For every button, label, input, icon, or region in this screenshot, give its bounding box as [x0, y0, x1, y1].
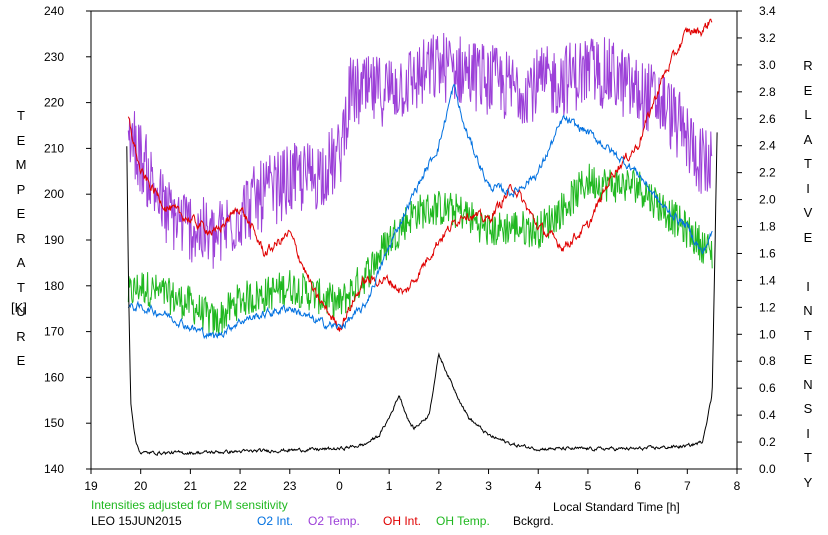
axis-title-letter: R — [803, 58, 813, 73]
axis-title-letter: T — [804, 450, 812, 465]
site-date-label: LEO 15JUN2015 — [91, 514, 182, 528]
axis-title-letter: E — [16, 353, 26, 368]
y-axis-left-unit: [K] — [11, 300, 27, 315]
y-right-tick-label: 2.6 — [759, 112, 776, 126]
x-tick-label: 6 — [634, 479, 641, 493]
y-right-tick-label: 3.0 — [759, 58, 776, 72]
y-left-tick-label: 240 — [44, 4, 64, 18]
legend-entry: OH Temp. — [436, 514, 490, 528]
axis-title-letter: I — [806, 278, 810, 294]
axis-title-letter: R — [16, 328, 26, 344]
axis-title-letter: A — [16, 255, 26, 270]
y-right-tick-label: 2.4 — [759, 139, 776, 153]
legend-entry: O2 Int. — [257, 514, 294, 528]
y-left-tick-label: 230 — [44, 50, 64, 64]
y-right-tick-label: 0.0 — [759, 462, 776, 476]
y-left-tick-label: 190 — [44, 233, 64, 247]
axis-title-letter: E — [16, 132, 26, 148]
y-left-tick-label: 220 — [44, 96, 64, 110]
y-right-tick-label: 1.6 — [759, 246, 776, 260]
x-tick-label: 4 — [535, 479, 542, 493]
x-tick-label: 3 — [485, 479, 492, 493]
y-left-tick-label: 210 — [44, 141, 64, 155]
axis-title-letter: N — [803, 376, 813, 392]
axis-title-letter: E — [16, 206, 26, 221]
x-tick-label: 8 — [734, 479, 741, 493]
axis-title-letter: S — [803, 401, 813, 416]
legend-entry: O2 Temp. — [308, 514, 360, 528]
y-right-tick-label: 0.8 — [759, 354, 776, 368]
x-tick-label: 2 — [436, 479, 443, 493]
y-right-tick-label: 3.2 — [759, 31, 776, 45]
y-right-tick-label: 0.6 — [759, 381, 776, 395]
axis-title-letter: E — [803, 352, 813, 367]
y-right-tick-label: 1.8 — [759, 220, 776, 234]
y-left-tick-label: 170 — [44, 325, 64, 339]
axis-title-letter: V — [803, 205, 813, 220]
axis-title-letter: E — [803, 229, 813, 245]
axis-title-letter — [798, 250, 818, 275]
y-right-tick-label: 2.2 — [759, 166, 776, 180]
y-right-tick-label: 1.2 — [759, 300, 776, 314]
y-right-tick-label: 0.2 — [759, 435, 776, 449]
series-line-o2-int — [127, 83, 713, 340]
y-right-tick-label: 2.0 — [759, 193, 776, 207]
axis-title-letter: I — [806, 180, 810, 196]
x-tick-label: 23 — [283, 479, 297, 493]
y-left-tick-label: 140 — [44, 462, 64, 476]
x-tick-label: 21 — [184, 479, 198, 493]
legend-entry: Bckgrd. — [513, 514, 554, 528]
series-line-oh-temp — [127, 163, 713, 335]
axis-title-letter: U — [16, 304, 26, 319]
series-line-bckgrd — [126, 132, 718, 457]
axis-title-letter: P — [16, 181, 26, 197]
y-right-tick-label: 3.4 — [759, 4, 776, 18]
y-left-tick-label: 180 — [44, 279, 64, 293]
legend-entry: OH Int. — [383, 514, 422, 528]
x-tick-label: 1 — [386, 479, 393, 493]
axis-title-letter: M — [15, 157, 27, 172]
y-left-tick-label: 150 — [44, 416, 64, 430]
sensitivity-note: Intensities adjusted for PM sensitivity — [91, 498, 288, 512]
axis-title-letter: I — [806, 425, 810, 441]
y-left-tick-label: 160 — [44, 370, 64, 384]
y-right-tick-label: 1.0 — [759, 327, 776, 341]
y-right-tick-label: 0.4 — [759, 408, 776, 422]
y-right-tick-label: 2.8 — [759, 85, 776, 99]
x-axis-title: Local Standard Time [h] — [553, 500, 680, 514]
plot-frame — [90, 10, 738, 470]
axis-title-letter: N — [803, 303, 813, 318]
axis-title-letter: T — [804, 156, 812, 171]
series-line-oh-int — [127, 18, 713, 332]
axis-title-letter: Y — [803, 474, 813, 490]
x-tick-label: 20 — [134, 479, 148, 493]
series-lines — [126, 18, 718, 457]
x-tick-label: 0 — [336, 479, 343, 493]
y-right-tick-label: 1.4 — [759, 273, 776, 287]
series-line-o2-temp — [127, 32, 713, 269]
axis-title-letter: A — [803, 131, 813, 147]
tick-labels: 19 20 21 22 23 0 1 2 3 4 5 6 7 8140150160170180190200… — [44, 4, 776, 493]
x-tick-label: 22 — [233, 479, 247, 493]
y-left-tick-label: 200 — [44, 187, 64, 201]
axis-title-letter: T — [804, 327, 812, 343]
x-tick-label: 5 — [585, 479, 592, 493]
x-tick-label: 19 — [84, 479, 98, 493]
axis-title-letter: T — [17, 108, 25, 123]
axis-title-letter: R — [16, 230, 26, 246]
axes — [86, 10, 742, 474]
axis-title-letter: T — [17, 279, 25, 295]
axis-title-letter: L — [804, 107, 812, 122]
x-tick-label: 7 — [684, 479, 691, 493]
axis-title-letter: E — [803, 82, 813, 98]
